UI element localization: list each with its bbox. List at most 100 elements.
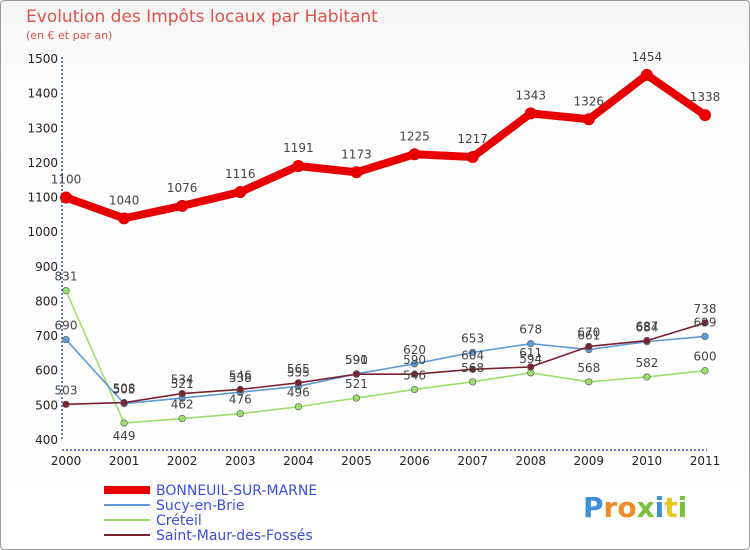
data-point bbox=[410, 360, 419, 368]
y-tick-label: 1400 bbox=[27, 87, 58, 101]
data-label: 590 bbox=[345, 353, 368, 367]
data-point bbox=[701, 367, 709, 375]
data-point bbox=[469, 348, 477, 356]
data-label: 738 bbox=[694, 302, 717, 316]
data-point bbox=[466, 151, 479, 164]
x-tick-label: 2007 bbox=[457, 454, 488, 468]
data-label: 1116 bbox=[225, 167, 256, 181]
data-label: 653 bbox=[461, 331, 484, 345]
logo-letter: t bbox=[664, 491, 677, 524]
y-tick-label: 500 bbox=[35, 398, 58, 412]
data-point bbox=[60, 191, 72, 204]
x-tick-label: 2001 bbox=[109, 454, 140, 468]
y-tick-label: 800 bbox=[35, 294, 58, 308]
data-point bbox=[294, 379, 302, 387]
data-point bbox=[701, 319, 709, 327]
data-point bbox=[292, 160, 305, 173]
data-point bbox=[234, 186, 247, 199]
data-point bbox=[585, 342, 593, 351]
x-tick-label: 2002 bbox=[167, 454, 198, 468]
data-point bbox=[585, 378, 593, 386]
data-label: 1040 bbox=[109, 193, 140, 207]
data-label: 565 bbox=[287, 362, 310, 376]
x-tick-label: 2003 bbox=[225, 454, 256, 468]
x-tick-label: 2005 bbox=[341, 454, 372, 468]
x-tick-label: 2000 bbox=[51, 454, 82, 468]
data-point bbox=[178, 414, 186, 423]
series-line-BONNEUIL-SUR-MARNE bbox=[62, 70, 709, 223]
x-tick-label: 2009 bbox=[574, 454, 605, 468]
y-tick-label: 1000 bbox=[27, 225, 58, 239]
data-label: 555 bbox=[287, 365, 310, 379]
data-point bbox=[527, 340, 535, 348]
data-label: 508 bbox=[113, 382, 136, 396]
legend-label: BONNEUIL-SUR-MARNE bbox=[156, 483, 317, 499]
x-tick-label: 2010 bbox=[632, 454, 663, 468]
data-point bbox=[524, 107, 537, 120]
x-tick-label: 2006 bbox=[399, 454, 430, 468]
data-label: 496 bbox=[287, 386, 310, 400]
data-label: 611 bbox=[519, 346, 542, 360]
data-point bbox=[469, 365, 477, 373]
x-tick-label: 2011 bbox=[690, 454, 721, 468]
logo-letter: r bbox=[604, 491, 618, 524]
legend-label: Sucy-en-Brie bbox=[156, 498, 244, 514]
data-label: 1173 bbox=[341, 147, 372, 161]
data-label: 690 bbox=[55, 319, 78, 333]
data-point bbox=[643, 336, 651, 345]
data-label: 620 bbox=[403, 343, 426, 357]
data-label: 1076 bbox=[167, 181, 198, 195]
data-label: 594 bbox=[519, 352, 542, 366]
logo-letter: x bbox=[637, 491, 655, 524]
data-label: 831 bbox=[55, 270, 78, 284]
logo-letter: i bbox=[678, 491, 688, 524]
series-line-Saint-Maur-des-Fossés bbox=[65, 322, 706, 406]
legend-label: Créteil bbox=[156, 513, 202, 529]
data-label: 546 bbox=[403, 368, 426, 382]
data-label: 538 bbox=[229, 371, 252, 385]
data-label: 503 bbox=[55, 383, 78, 397]
chart-subtitle: (en € et par an) bbox=[26, 29, 112, 42]
data-label: 1338 bbox=[690, 90, 721, 104]
data-label: 1100 bbox=[51, 173, 82, 187]
data-label: 521 bbox=[345, 377, 368, 391]
logo-letter: o bbox=[617, 491, 636, 524]
data-label: 699 bbox=[694, 315, 717, 329]
data-label: 687 bbox=[635, 320, 658, 334]
data-label: 449 bbox=[113, 429, 136, 443]
data-point bbox=[701, 332, 709, 341]
data-point bbox=[643, 373, 651, 381]
data-point bbox=[352, 370, 361, 378]
data-point bbox=[294, 403, 302, 411]
data-label: 591 bbox=[345, 353, 368, 367]
x-tick-label: 2008 bbox=[515, 454, 546, 468]
data-label: 521 bbox=[171, 377, 194, 391]
data-point bbox=[640, 68, 653, 81]
series-line-Sucy-en-Brie bbox=[65, 335, 706, 405]
y-tick-label: 1300 bbox=[27, 121, 58, 135]
data-point bbox=[62, 400, 70, 408]
data-label: 1326 bbox=[574, 94, 605, 108]
y-tick-label: 1200 bbox=[27, 156, 58, 170]
y-tick-label: 700 bbox=[35, 329, 58, 343]
data-point bbox=[582, 113, 595, 126]
data-point bbox=[469, 378, 477, 386]
data-point bbox=[120, 419, 128, 427]
data-label: 1225 bbox=[399, 129, 430, 143]
data-label: 568 bbox=[577, 361, 600, 375]
data-point bbox=[62, 335, 70, 344]
legend-label: Saint-Maur-des-Fossés bbox=[156, 528, 313, 544]
logo-letter: i bbox=[655, 491, 665, 524]
data-point bbox=[410, 370, 419, 378]
data-label: 661 bbox=[577, 329, 600, 343]
data-label: 678 bbox=[519, 323, 542, 337]
data-label: 1343 bbox=[515, 88, 546, 102]
y-tick-label: 400 bbox=[35, 433, 58, 447]
data-label: 568 bbox=[461, 361, 484, 375]
data-point bbox=[527, 363, 535, 371]
data-point bbox=[236, 385, 244, 394]
y-tick-label: 900 bbox=[35, 260, 58, 274]
data-label: 590 bbox=[403, 353, 426, 367]
data-point bbox=[120, 398, 128, 407]
data-point bbox=[62, 287, 70, 295]
